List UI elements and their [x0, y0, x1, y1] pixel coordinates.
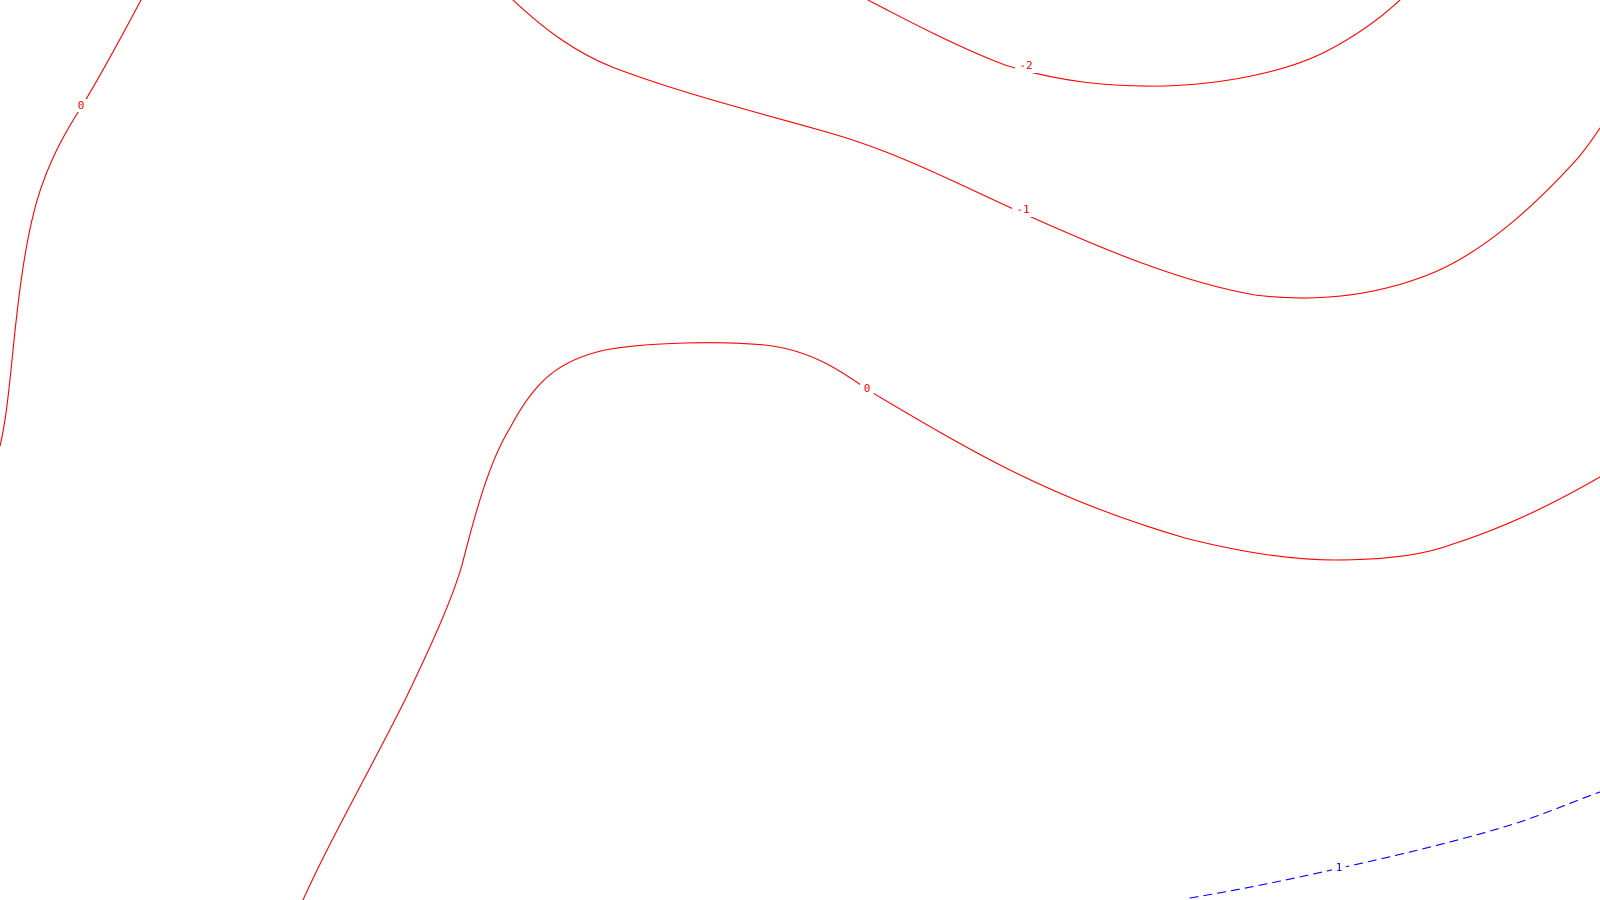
contour-line-pos1 — [1189, 791, 1600, 899]
contour-neg2: -2 — [867, 0, 1401, 87]
contour-line-neg2 — [867, 0, 1401, 87]
contour-pos1: 1 — [1189, 791, 1600, 899]
contour-label-neg2: -2 — [1019, 59, 1032, 72]
contour-label-0-left: 0 — [78, 99, 85, 112]
contour-line-0-center — [302, 342, 1600, 900]
contour-0-center: 0 — [302, 342, 1600, 900]
contour-line-neg1 — [512, 0, 1600, 299]
contour-line-0-left — [0, 0, 142, 447]
contour-neg1: -1 — [512, 0, 1600, 299]
contour-0-left: 0 — [0, 0, 142, 447]
contour-label-neg1: -1 — [1016, 203, 1029, 216]
contour-label-0-center: 0 — [864, 382, 871, 395]
contour-label-pos1: 1 — [1336, 861, 1343, 874]
